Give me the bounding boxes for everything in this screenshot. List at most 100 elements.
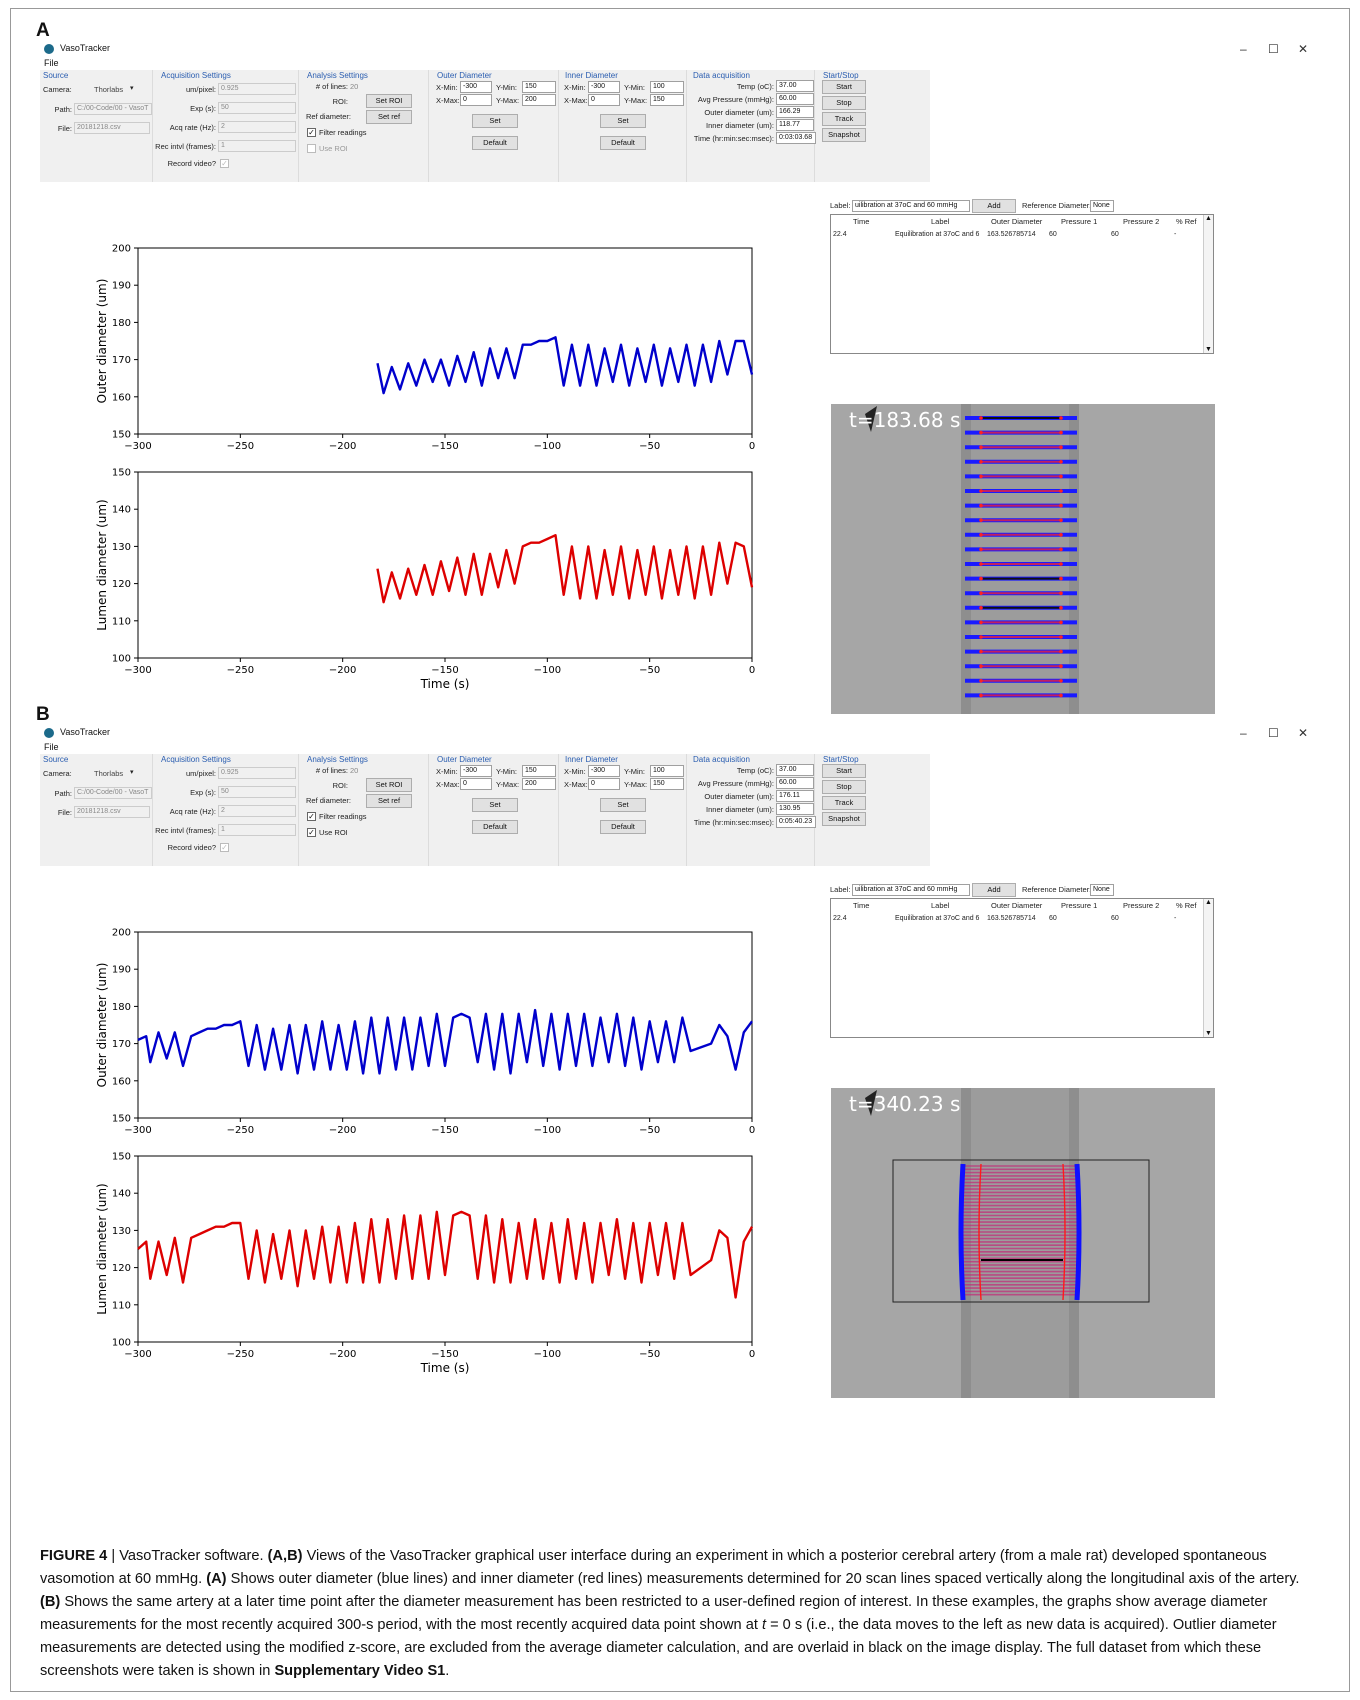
inner-ymin-field[interactable]: 100 [650,765,684,777]
chevron-down-icon[interactable]: ▾ [130,85,134,92]
menu-file[interactable]: File [44,742,59,752]
xmax-label: X-Max: [436,780,460,789]
inner-set-button[interactable]: Set [600,798,646,812]
minimize-icon[interactable]: – [1240,42,1247,56]
start-button[interactable]: Start [822,764,866,778]
um-pixel-field[interactable]: 0.925 [218,83,296,95]
temp-field[interactable]: 37.00 [776,80,814,92]
inner-default-button[interactable]: Default [600,820,646,834]
time-field[interactable]: 0:05:40.23 [776,816,816,828]
rec-intvl-field[interactable]: 1 [218,824,296,836]
outer-diameter-field[interactable]: 166.29 [776,106,814,118]
filter-readings-checkbox[interactable]: ✓ [307,128,316,137]
inner-xmax-field[interactable]: 0 [588,94,620,106]
temp-field[interactable]: 37.00 [776,764,814,776]
x-tick-label: −50 [639,1349,660,1360]
inner-diameter-field[interactable]: 118.77 [776,119,814,131]
path-field[interactable]: C:/00-Code/00 - VasoT [74,787,152,799]
outer-default-button[interactable]: Default [472,820,518,834]
table-scrollbar[interactable]: ▲ ▼ [1203,899,1213,1037]
file-field[interactable]: 20181218.csv [74,122,150,134]
y-tick-label: 160 [112,392,131,403]
path-field[interactable]: C:/00-Code/00 - VasoT [74,103,152,115]
inner-default-button[interactable]: Default [600,136,646,150]
avg-pressure-field[interactable]: 60.00 [776,93,814,105]
record-video-checkbox[interactable]: ✓ [220,843,229,852]
avg-pressure-field[interactable]: 60.00 [776,777,814,789]
exp-field[interactable]: 50 [218,786,296,798]
inner-ymax-field[interactable]: 150 [650,778,684,790]
label-input[interactable]: uilibration at 37oC and 60 mmHg [852,200,970,212]
camera-select[interactable]: Thorlabs [94,85,124,94]
lines-value[interactable]: 20 [350,766,359,775]
add-button[interactable]: Add [972,199,1016,213]
set-ref-button[interactable]: Set ref [366,794,412,808]
outer-xmin-field[interactable]: -300 [460,765,492,777]
reference-diameter-field[interactable]: None [1090,884,1114,896]
inner-xmin-field[interactable]: -300 [588,765,620,777]
inner-edge-marker [1059,576,1063,581]
snapshot-button[interactable]: Snapshot [822,812,866,826]
scroll-down-icon[interactable]: ▼ [1205,346,1212,353]
chevron-down-icon[interactable]: ▾ [130,769,134,776]
inner-ymax-field[interactable]: 150 [650,94,684,106]
outer-diameter-field[interactable]: 176.11 [776,790,814,802]
outer-xmax-field[interactable]: 0 [460,778,492,790]
scroll-up-icon[interactable]: ▲ [1205,215,1212,222]
outer-set-button[interactable]: Set [472,798,518,812]
outer-ymax-field[interactable]: 200 [522,94,556,106]
filter-readings-checkbox[interactable]: ✓ [307,812,316,821]
um-pixel-field[interactable]: 0.925 [218,767,296,779]
scroll-down-icon[interactable]: ▼ [1205,1030,1212,1037]
set-roi-button[interactable]: Set ROI [366,94,412,108]
inner-ymin-field[interactable]: 100 [650,81,684,93]
maximize-icon[interactable]: ☐ [1268,42,1279,56]
close-icon[interactable]: ✕ [1298,726,1309,740]
start-button[interactable]: Start [822,80,866,94]
lines-value[interactable]: 20 [350,82,359,91]
outer-ymin-field[interactable]: 150 [522,81,556,93]
acq-rate-field[interactable]: 2 [218,121,296,133]
y-tick-label: 120 [112,579,131,590]
outer-edge-right [1074,1163,1082,1301]
rec-intvl-field[interactable]: 1 [218,140,296,152]
inner-edge-marker [979,591,983,595]
time-field[interactable]: 0:03:03.68 [776,132,816,144]
maximize-icon[interactable]: ☐ [1268,726,1279,740]
set-ref-button[interactable]: Set ref [366,110,412,124]
track-button[interactable]: Track [822,112,866,126]
track-button[interactable]: Track [822,796,866,810]
use-roi-checkbox[interactable]: ✓ [307,828,316,837]
file-field[interactable]: 20181218.csv [74,806,150,818]
outer-ymax-field[interactable]: 200 [522,778,556,790]
outer-set-button[interactable]: Set [472,114,518,128]
outer-xmin-field[interactable]: -300 [460,81,492,93]
inner-xmin-field[interactable]: -300 [588,81,620,93]
add-button[interactable]: Add [972,883,1016,897]
ymin-label: Y-Min: [496,83,517,92]
reference-diameter-field[interactable]: None [1090,200,1114,212]
menu-file[interactable]: File [44,58,59,68]
acq-rate-field[interactable]: 2 [218,805,296,817]
outer-default-button[interactable]: Default [472,136,518,150]
outer-ymin-field[interactable]: 150 [522,765,556,777]
inner-diameter-field[interactable]: 130.95 [776,803,814,815]
inner-set-button[interactable]: Set [600,114,646,128]
rec-intvl-label: Rec intvl (frames): [155,826,216,835]
inner-edge-marker [1059,664,1063,668]
inner-xmax-field[interactable]: 0 [588,778,620,790]
scroll-up-icon[interactable]: ▲ [1205,899,1212,906]
label-input[interactable]: uilibration at 37oC and 60 mmHg [852,884,970,896]
outer-xmax-field[interactable]: 0 [460,94,492,106]
stop-button[interactable]: Stop [822,780,866,794]
close-icon[interactable]: ✕ [1298,42,1309,56]
snapshot-button[interactable]: Snapshot [822,128,866,142]
record-video-checkbox[interactable]: ✓ [220,159,229,168]
set-roi-button[interactable]: Set ROI [366,778,412,792]
camera-select[interactable]: Thorlabs [94,769,124,778]
use-roi-checkbox[interactable] [307,144,316,153]
stop-button[interactable]: Stop [822,96,866,110]
minimize-icon[interactable]: – [1240,726,1247,740]
exp-field[interactable]: 50 [218,102,296,114]
table-scrollbar[interactable]: ▲ ▼ [1203,215,1213,353]
